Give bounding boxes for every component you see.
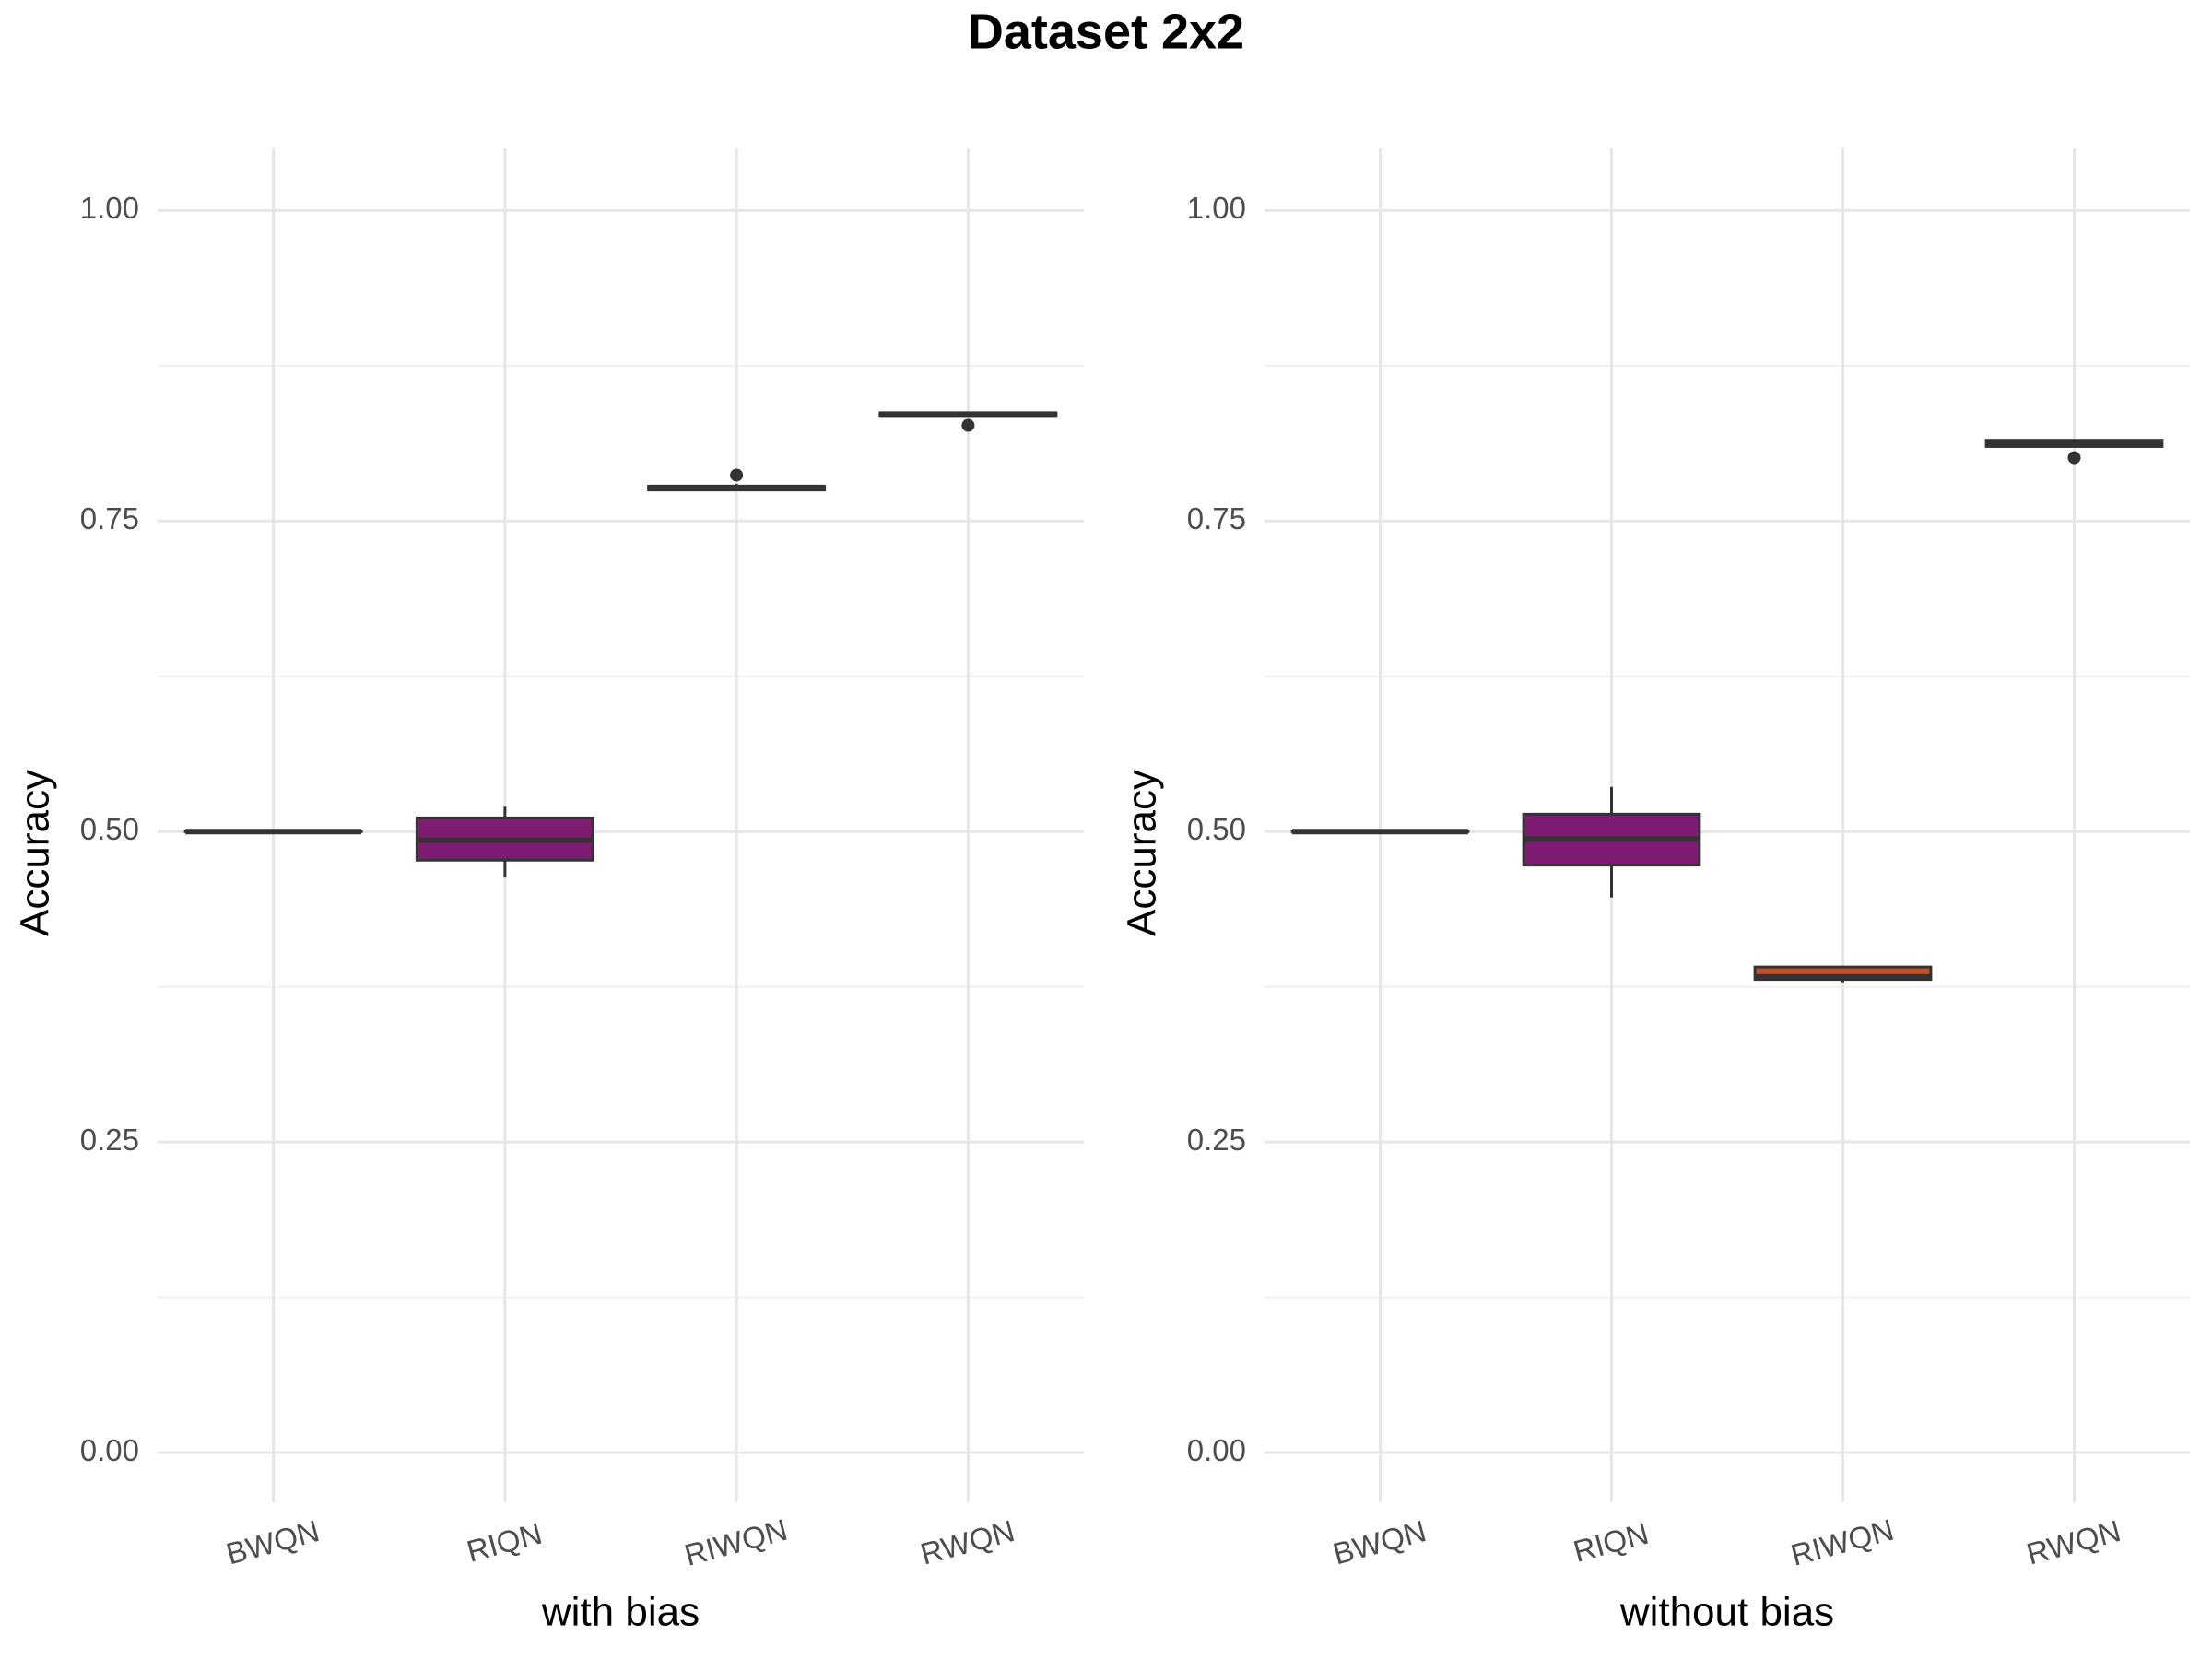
x-axis-title: without bias <box>1619 1590 1834 1635</box>
y-tick-label: 0.25 <box>1187 1123 1246 1157</box>
y-tick-label: 0.75 <box>80 501 139 535</box>
x-axis-title: with bias <box>541 1590 700 1635</box>
y-tick-label: 0.25 <box>80 1123 139 1157</box>
outlier <box>730 468 744 482</box>
outlier <box>2067 451 2081 465</box>
y-tick-label: 1.00 <box>80 191 139 225</box>
chart-title: Dataset 2x2 <box>968 4 1244 59</box>
y-tick-label: 0.75 <box>1187 501 1246 535</box>
y-tick-label: 1.00 <box>1187 191 1246 225</box>
y-tick-label: 0.00 <box>1187 1433 1246 1467</box>
y-tick-label: 0.50 <box>80 812 139 846</box>
y-tick-label: 0.50 <box>1187 812 1246 846</box>
y-axis-title: Accuracy <box>13 770 58 936</box>
y-tick-label: 0.00 <box>80 1433 139 1467</box>
outlier <box>961 418 975 432</box>
y-axis-title: Accuracy <box>1120 770 1165 936</box>
